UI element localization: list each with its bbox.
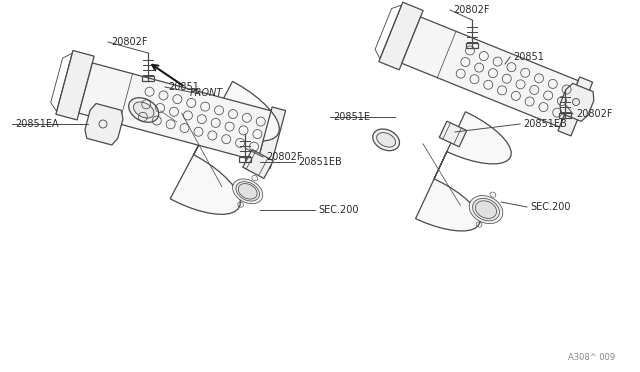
Polygon shape: [85, 103, 123, 145]
Ellipse shape: [472, 198, 499, 221]
Text: 20851E: 20851E: [333, 112, 370, 122]
Polygon shape: [415, 112, 511, 231]
Polygon shape: [243, 150, 273, 179]
Text: 20851EA: 20851EA: [15, 119, 59, 129]
Ellipse shape: [377, 132, 396, 147]
Ellipse shape: [129, 98, 159, 122]
Text: 20802F: 20802F: [111, 37, 147, 47]
Text: 20851: 20851: [168, 82, 199, 92]
Ellipse shape: [134, 102, 154, 118]
Ellipse shape: [469, 196, 503, 224]
Polygon shape: [56, 51, 94, 120]
Ellipse shape: [372, 129, 399, 151]
Text: SEC.200: SEC.200: [530, 202, 570, 212]
Polygon shape: [79, 63, 271, 161]
Polygon shape: [558, 77, 593, 136]
Text: 20851: 20851: [513, 52, 544, 62]
Polygon shape: [402, 17, 578, 127]
Polygon shape: [439, 121, 467, 147]
Ellipse shape: [238, 184, 257, 199]
Polygon shape: [379, 2, 423, 70]
Text: 20851EB: 20851EB: [298, 157, 342, 167]
Ellipse shape: [236, 182, 259, 201]
Text: 20802F: 20802F: [576, 109, 612, 119]
Ellipse shape: [476, 201, 497, 218]
Text: 20802F: 20802F: [453, 5, 490, 15]
Text: SEC.200: SEC.200: [318, 205, 358, 215]
Text: FRONT: FRONT: [190, 88, 223, 98]
Ellipse shape: [232, 179, 263, 204]
Polygon shape: [170, 81, 279, 214]
Polygon shape: [560, 83, 594, 121]
Polygon shape: [257, 107, 285, 169]
Text: 20851EB: 20851EB: [523, 119, 567, 129]
Text: 20802F: 20802F: [266, 152, 303, 162]
Text: A308^ 009: A308^ 009: [568, 353, 615, 362]
